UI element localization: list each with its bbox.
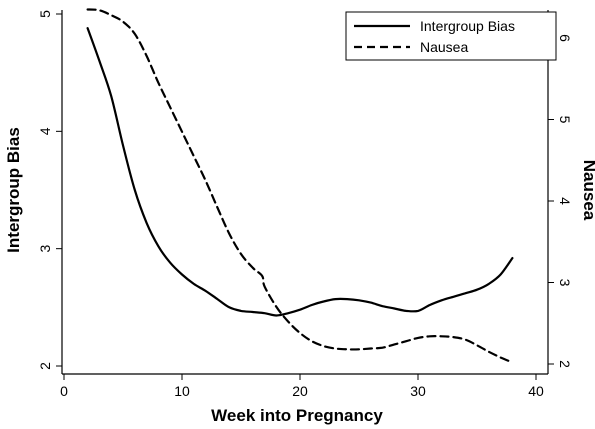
- x-tick-label: 40: [528, 383, 544, 399]
- legend-label-nausea: Nausea: [420, 39, 468, 55]
- x-tick-label: 30: [410, 383, 426, 399]
- right-y-tick-label: 4: [557, 197, 573, 205]
- left-y-tick-label: 4: [37, 127, 53, 135]
- x-axis-title: Week into Pregnancy: [211, 406, 383, 425]
- right-y-axis-title: Nausea: [580, 160, 595, 221]
- series-line-nausea: [86, 8, 514, 364]
- x-tick-label: 0: [60, 383, 68, 399]
- legend-label-intergroup-bias: Intergroup Bias: [420, 18, 515, 34]
- right-y-tick-label: 5: [557, 116, 573, 124]
- right-y-tick-label: 6: [557, 34, 573, 42]
- x-tick-label: 10: [174, 383, 190, 399]
- right-y-tick-label: 2: [557, 360, 573, 368]
- x-tick-label: 20: [292, 383, 308, 399]
- left-y-tick-label: 3: [37, 245, 53, 253]
- left-y-tick-label: 2: [37, 362, 53, 370]
- series-line-intergroup-bias: [86, 27, 514, 317]
- left-y-tick-label: 5: [37, 10, 53, 18]
- series-layer: [86, 8, 514, 364]
- legend: Intergroup Bias Nausea: [345, 11, 557, 61]
- right-y-tick-label: 3: [557, 279, 573, 287]
- axes: 0 10 20 30 40 2 3 4 5 2 3 4 5 6: [37, 10, 573, 399]
- left-y-axis-title: Intergroup Bias: [4, 127, 23, 253]
- legend-box: [345, 11, 557, 61]
